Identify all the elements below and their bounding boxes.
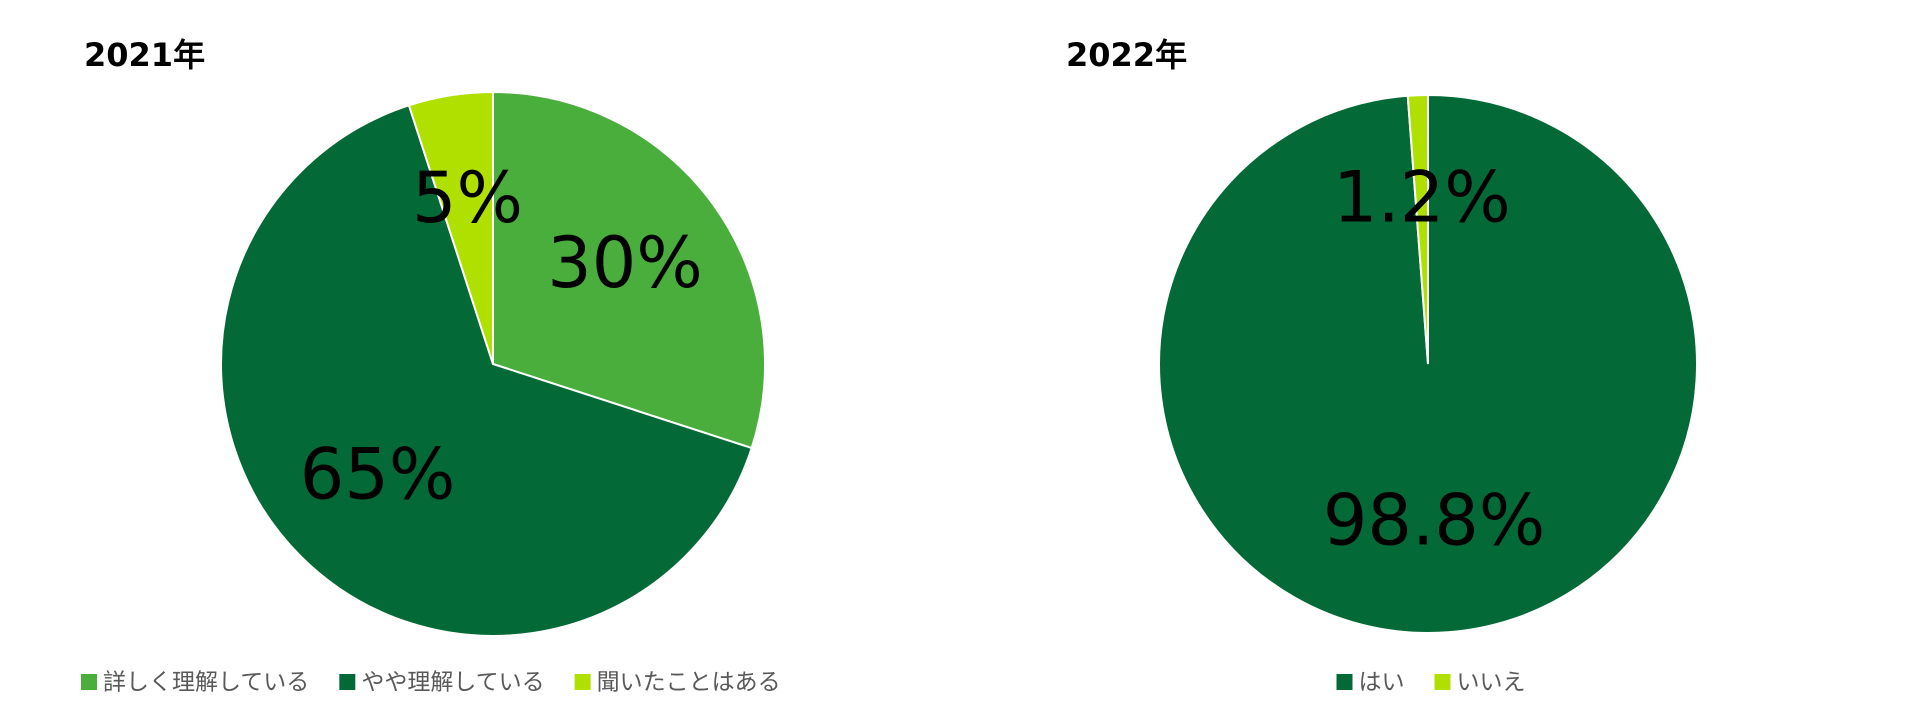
data-label: 98.8% xyxy=(1323,479,1545,561)
data-label: 30% xyxy=(547,222,703,304)
legend-swatch xyxy=(574,674,591,690)
data-label: 65% xyxy=(300,433,456,515)
legend-swatch xyxy=(81,674,97,690)
data-label: 5% xyxy=(412,157,523,239)
data-label: 1.2% xyxy=(1333,157,1511,239)
chart-title: 2021年 xyxy=(84,36,205,74)
pie-slice xyxy=(407,90,494,365)
legend-label: はい xyxy=(1359,670,1405,696)
legend-swatch xyxy=(1336,674,1353,690)
legend-swatch xyxy=(1434,674,1451,690)
legend-label: やや理解している xyxy=(361,670,544,696)
pie-slice xyxy=(492,90,766,450)
pie-slice xyxy=(1406,93,1429,365)
legend-label: 聞いたことはある xyxy=(597,670,781,696)
legend-label: 詳しく理解している xyxy=(103,670,309,696)
legend-swatch xyxy=(339,674,356,690)
legend: 詳しく理解している やや理解している 聞いたことはある xyxy=(81,670,781,696)
chart-title: 2022年 xyxy=(1066,36,1187,74)
pie-slice xyxy=(220,104,753,637)
legend-label: いいえ xyxy=(1457,670,1526,696)
legend: はい いいえ xyxy=(1336,670,1526,696)
